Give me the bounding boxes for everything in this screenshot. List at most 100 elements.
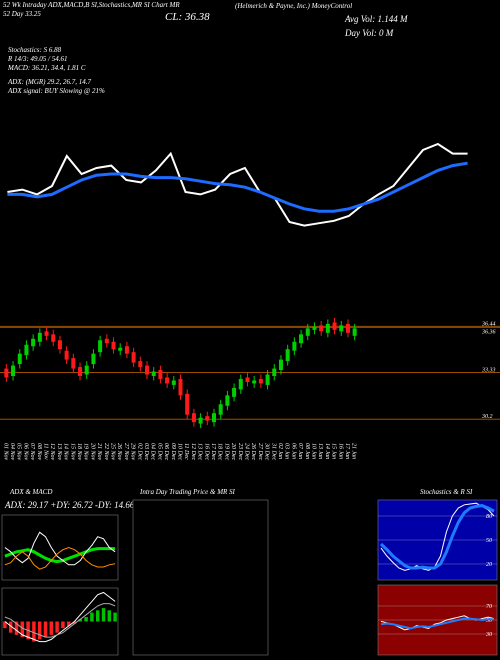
x-tick-label: 26 Nov	[116, 443, 122, 461]
histogram-bar	[66, 621, 71, 626]
candle-body	[292, 341, 297, 351]
series-line	[4, 591, 116, 643]
x-tick-label: 16 Jan	[337, 443, 343, 459]
histogram-bar	[78, 619, 83, 622]
tools-text: 52 Wk Intraday ADX,MACD,B SI,Stochastics…	[3, 1, 180, 9]
x-tick-label: 21 Jan	[351, 443, 357, 459]
x-tick-label: 29 Nov	[130, 443, 136, 461]
candle-body	[51, 334, 56, 342]
x-tick-label: 19 Nov	[83, 443, 89, 461]
histogram-bar	[49, 621, 54, 635]
candle-body	[285, 349, 290, 362]
macd-text: MACD: 36.21, 34.4, 1.81 C	[7, 64, 86, 72]
x-tick-label: 11 Dec	[183, 443, 189, 460]
x-tick-label: 01 Nov	[2, 443, 8, 461]
x-tick-label: 08 Jan	[304, 443, 310, 459]
candle-body	[211, 413, 216, 423]
x-tick-label: 13 Nov	[56, 443, 62, 461]
candle-body	[252, 380, 257, 384]
candle-body	[78, 367, 83, 376]
x-tick-label: 04 Nov	[9, 443, 16, 461]
candle-body	[138, 361, 143, 368]
y-tick-label: 36.36	[481, 329, 496, 335]
x-tick-label: 06 Jan	[290, 443, 296, 459]
histogram-bar	[84, 617, 88, 622]
candle-body	[131, 352, 136, 363]
x-tick-label: 19 Dec	[223, 443, 229, 460]
x-tick-label: 15 Jan	[331, 443, 337, 459]
histogram-bar	[61, 621, 65, 629]
x-tick-label: 08 Nov	[36, 443, 42, 461]
x-tick-label: 07 Nov	[29, 443, 35, 461]
candle-body	[245, 377, 250, 382]
candle-body	[98, 340, 103, 353]
x-tick-label: 18 Dec	[217, 443, 223, 460]
candle-body	[171, 380, 176, 385]
adx-signal: ADX signal: BUY Slowing @ 21%	[7, 87, 105, 95]
series-line	[4, 531, 116, 566]
stoch-r-text: R 14/3: 49.05 / 54.61	[7, 55, 68, 63]
x-tick-label: 02 Jan	[277, 443, 283, 459]
x-tick-label: 24 Dec	[243, 443, 250, 460]
candle-body	[278, 359, 283, 371]
histogram-bar	[43, 621, 48, 638]
candle-body	[191, 413, 196, 423]
x-tick-label: 12 Nov	[49, 443, 55, 461]
series-line	[4, 603, 116, 638]
candle-body	[124, 346, 129, 354]
histogram-bar	[72, 621, 77, 624]
candle-body	[31, 338, 36, 347]
candle-body	[299, 334, 304, 344]
histogram-bar	[55, 621, 59, 633]
histogram-bar	[3, 621, 7, 629]
x-tick-label: 05 Nov	[16, 443, 22, 461]
candle-body	[151, 371, 156, 376]
candle-body	[272, 368, 277, 376]
candle-body	[24, 344, 29, 356]
candle-body	[118, 347, 123, 351]
y-tick-label: 30.2	[481, 414, 493, 420]
histogram-bar	[20, 621, 25, 638]
low-text: 52 Day 33.25	[3, 10, 41, 18]
adx-text: ADX: (MGR) 29.2, 26.7, 14.7	[7, 78, 92, 86]
series-line	[379, 504, 495, 570]
candle-body	[37, 332, 42, 342]
panel-title: Stochastics & R SI	[420, 488, 473, 496]
x-tick-label: 07 Jan	[297, 443, 303, 459]
series-line	[7, 161, 468, 213]
candle-body	[345, 323, 350, 333]
stoch-text: Stochastics: S 6.88	[8, 46, 62, 54]
avg-vol: Avg Vol: 1.144 M	[344, 14, 408, 24]
candle-body	[44, 331, 49, 336]
panel-title: ADX & MACD	[9, 488, 52, 496]
candle-body	[319, 325, 324, 332]
histogram-bar	[107, 610, 112, 622]
candle-body	[4, 368, 9, 378]
candle-body	[332, 322, 337, 330]
series-line	[380, 617, 494, 630]
candle-body	[185, 393, 190, 415]
y-tick-label: 20	[486, 562, 492, 568]
histogram-bar	[37, 621, 42, 640]
candle-body	[104, 338, 109, 344]
series-line	[4, 547, 116, 564]
histogram-bar	[101, 608, 106, 622]
histogram-bar	[8, 621, 13, 633]
y-tick-label: 33.33	[481, 368, 496, 374]
x-tick-label: 06 Dec	[163, 443, 169, 460]
y-tick-label: 70	[486, 604, 492, 610]
x-tick-label: 16 Dec	[203, 443, 209, 460]
panel-title: Intra Day Trading Price & MR SI	[139, 488, 236, 496]
x-tick-label: 25 Nov	[110, 443, 116, 461]
close-text: CL: 36.38	[165, 11, 210, 23]
x-tick-label: 27 Dec	[257, 443, 263, 460]
candle-body	[225, 395, 230, 406]
x-tick-label: 06 Nov	[22, 443, 28, 461]
candle-body	[218, 404, 223, 415]
candle-body	[84, 365, 89, 375]
candle-body	[57, 340, 62, 350]
candle-body	[145, 365, 150, 375]
y-tick-label: 36.44	[481, 320, 496, 327]
